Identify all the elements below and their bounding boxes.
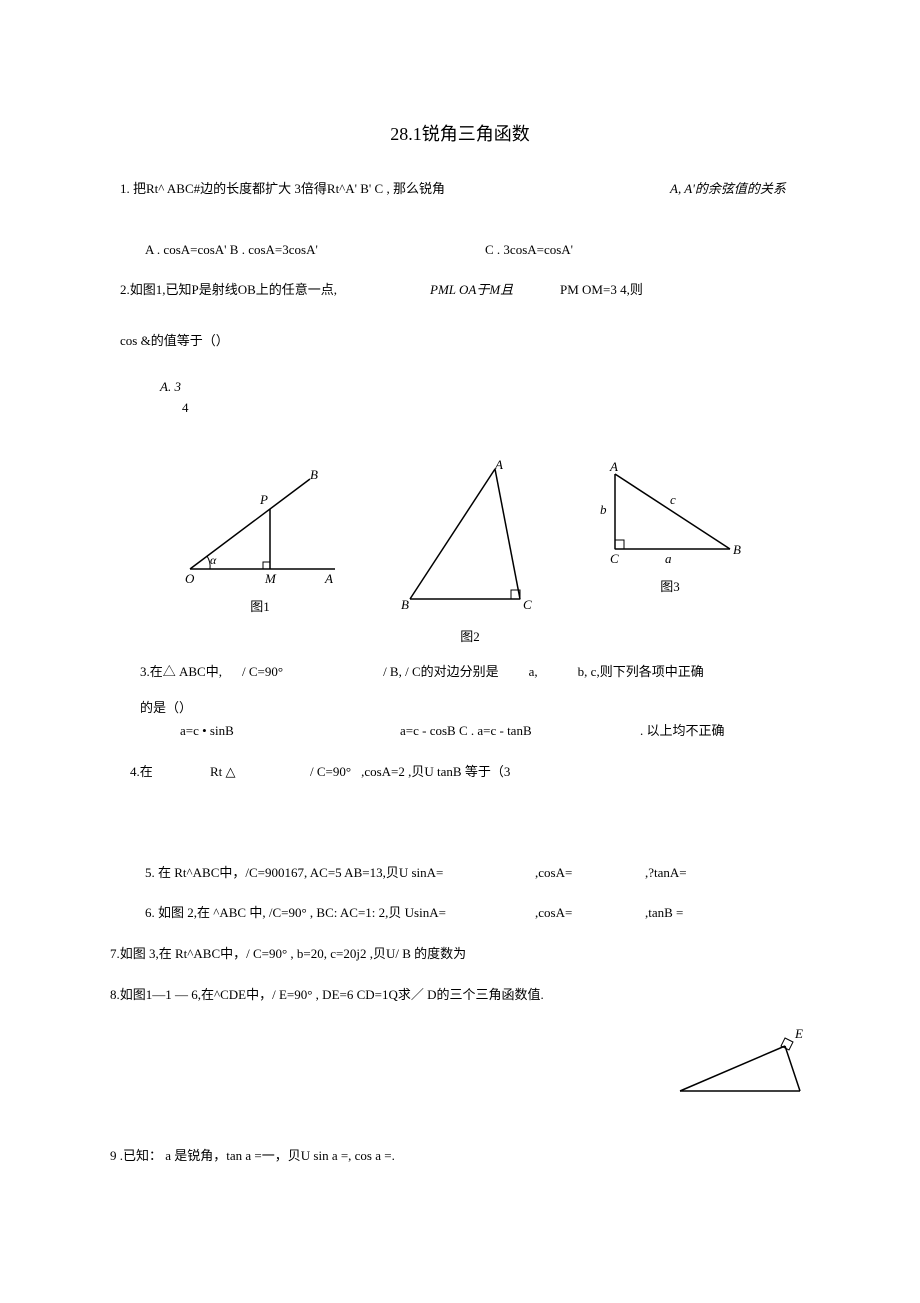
- fig1-label-alpha: α: [210, 553, 217, 567]
- question-4: 4.在 Rt △ / C=90° ,cosA=2 ,贝U tanB 等于（3: [130, 762, 870, 783]
- fig3-label-B: B: [733, 542, 741, 557]
- q5-p1: 5. 在 Rt^ABC中，/C=900167, AC=5 AB=13,贝U si…: [145, 863, 535, 884]
- fig1-label-A: A: [324, 571, 333, 586]
- page-title: 28.1锐角三角函数: [50, 120, 870, 149]
- question-9: 9 .已知： a 是锐角，tan a =一，贝U sin a =, cos a …: [110, 1146, 870, 1167]
- figure-1-label: 图1: [250, 597, 270, 618]
- q2-text2: PML OA于M且: [430, 280, 560, 301]
- question-3: 3.在△ ABC中, / C=90° / B, / C的对边分别是 a, b, …: [140, 662, 870, 741]
- figure-3: A b c C a B 图3: [595, 459, 745, 648]
- figures-row: O M A P B α 图1 A B C 图2 A b c: [50, 459, 870, 648]
- question-5: 5. 在 Rt^ABC中，/C=900167, AC=5 AB=13,贝U si…: [145, 863, 870, 884]
- q1-text1: 1. 把Rt^ ABC#边的长度都扩大 3倍得Rt^A' B' C , 那么锐角: [120, 179, 670, 200]
- q3-p3: / B, / C的对边分别是: [383, 662, 499, 683]
- q3-p2: / C=90°: [242, 662, 283, 683]
- fig3-label-A: A: [609, 459, 618, 474]
- fig2-label-C: C: [523, 597, 532, 612]
- q7-text: 7.如图 3,在 Rt^ABC中，/ C=90° , b=20, c=20j2 …: [110, 946, 466, 961]
- q2-answer-a2: 4: [182, 398, 870, 419]
- q3-opt2: a=c - cosB C . a=c - tanB: [400, 721, 620, 742]
- q2-text4: cos &的值等于（）: [120, 331, 870, 352]
- fig1-label-P: P: [259, 492, 268, 507]
- figure-3-label: 图3: [660, 577, 680, 598]
- question-6: 6. 如图 2,在 ^ABC 中, /C=90° , BC: AC=1: 2,贝…: [145, 903, 870, 924]
- q1-option-c: C . 3cosA=cosA': [485, 240, 573, 261]
- q3-p4: a,: [529, 662, 538, 683]
- figure-1: O M A P B α 图1: [175, 459, 345, 648]
- q3-p6: 的是（）: [140, 698, 870, 719]
- q4-p3: / C=90°: [310, 762, 351, 783]
- q8-text: 8.如图1—1 — 6,在^CDE中，/ E=90° , DE=6 CD=1Q求…: [110, 987, 544, 1002]
- question-1: 1. 把Rt^ ABC#边的长度都扩大 3倍得Rt^A' B' C , 那么锐角…: [120, 179, 870, 261]
- fig3-label-b: b: [600, 502, 607, 517]
- q3-opt1: a=c • sinB: [180, 721, 400, 742]
- question-7: 7.如图 3,在 Rt^ABC中，/ C=90° , b=20, c=20j2 …: [110, 944, 870, 965]
- q9-text: 9 .已知： a 是锐角，tan a =一，贝U sin a =, cos a …: [110, 1148, 395, 1163]
- figure-2: A B C 图2: [395, 459, 545, 648]
- q8-figure: E: [50, 1026, 820, 1106]
- q1-option-ab: A . cosA=cosA' B . cosA=3cosA': [145, 240, 485, 261]
- question-2: 2.如图1,已知P是射线OB上的任意一点, PML OA于M且 PM OM=3 …: [120, 280, 870, 418]
- fig1-label-M: M: [264, 571, 277, 586]
- q6-p1: 6. 如图 2,在 ^ABC 中, /C=90° , BC: AC=1: 2,贝…: [145, 903, 535, 924]
- fig3-label-a: a: [665, 551, 672, 566]
- q5-p2: ,cosA=: [535, 863, 645, 884]
- fig1-label-B: B: [310, 467, 318, 482]
- q6-p2: ,cosA=: [535, 903, 645, 924]
- question-8: 8.如图1—1 — 6,在^CDE中，/ E=90° , DE=6 CD=1Q求…: [110, 985, 870, 1006]
- fig3-label-C: C: [610, 551, 619, 566]
- q2-text1: 2.如图1,已知P是射线OB上的任意一点,: [120, 280, 430, 301]
- q6-p3: ,tanB =: [645, 903, 683, 924]
- q4-p1: 4.在: [130, 762, 210, 783]
- q4-p2: Rt △: [210, 762, 310, 783]
- q3-opt3: . 以上均不正确: [640, 721, 725, 742]
- fig3-label-c: c: [670, 492, 676, 507]
- q3-p5: b, c,则下列各项中正确: [578, 662, 704, 683]
- q3-p1: 3.在△ ABC中,: [140, 662, 222, 683]
- figure-2-label: 图2: [460, 627, 480, 648]
- fig2-label-B: B: [401, 597, 409, 612]
- q8-fig-label-E: E: [794, 1026, 803, 1041]
- q4-p4: ,cosA=2 ,贝U tanB 等于（3: [361, 762, 510, 783]
- fig2-label-A: A: [494, 459, 503, 472]
- q5-p3: ,?tanA=: [645, 863, 687, 884]
- fig1-label-O: O: [185, 571, 195, 586]
- q1-text2: A, A'的余弦值的关系: [670, 179, 870, 200]
- q2-answer-a: A. 3: [160, 377, 870, 398]
- q2-text3: PM OM=3 4,则: [560, 280, 643, 301]
